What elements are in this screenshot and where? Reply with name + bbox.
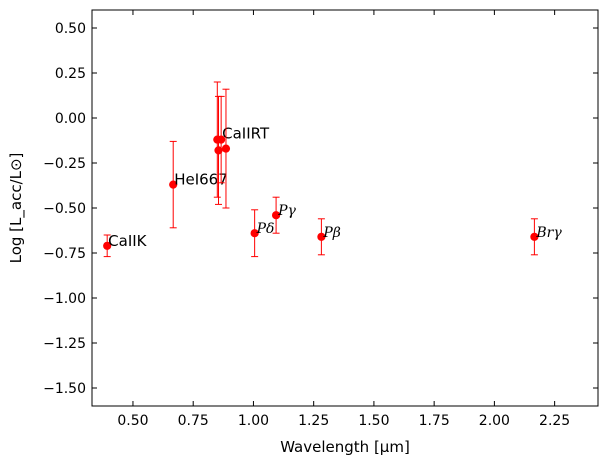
point-marker bbox=[169, 180, 178, 189]
axis-ticks: 0.50 0.75 1.00 1.25 1.50 1.75 2.00 2.25 0.50 0.25… bbox=[43, 10, 598, 429]
x-tick-label: 2.00 bbox=[479, 413, 510, 429]
point-label: CaIIRT bbox=[222, 125, 270, 143]
point-label: Pβ bbox=[322, 225, 341, 241]
plot-frame bbox=[91, 9, 599, 407]
point-label: CaIIK bbox=[108, 232, 148, 250]
data-point-6: Pδ bbox=[250, 209, 275, 258]
point-label: Pδ bbox=[256, 221, 275, 237]
point-marker bbox=[214, 146, 223, 155]
data-point-5 bbox=[221, 88, 231, 209]
x-tick-label: 2.25 bbox=[539, 413, 570, 429]
y-tick-label: −1.00 bbox=[43, 291, 86, 307]
point-marker bbox=[221, 144, 231, 153]
y-tick-label: 0.25 bbox=[55, 66, 86, 82]
x-tick-label: 0.75 bbox=[178, 413, 209, 429]
y-tick-label: −0.75 bbox=[43, 246, 86, 262]
y-tick-label: −1.50 bbox=[43, 381, 86, 397]
point-marker bbox=[217, 135, 226, 144]
y-tick-label: −0.50 bbox=[43, 201, 86, 217]
point-label: HeI667 bbox=[174, 171, 228, 189]
x-tick-label: 1.75 bbox=[419, 413, 450, 429]
point-marker bbox=[271, 211, 281, 220]
data-point-9: Brγ bbox=[530, 218, 562, 256]
y-tick-label: −1.25 bbox=[43, 336, 86, 352]
x-axis-title-text: Wavelength [μm] bbox=[280, 438, 410, 456]
data-point-7: Pγ bbox=[271, 196, 297, 234]
y-tick-label: −0.25 bbox=[43, 156, 86, 172]
point-marker bbox=[530, 232, 539, 241]
data-point-1: HeI667 bbox=[169, 140, 228, 229]
data-point-3 bbox=[214, 95, 223, 205]
y-tick-label: 0.00 bbox=[55, 111, 86, 127]
y-axis-title: Log [L_acc/L⊙] bbox=[7, 153, 26, 264]
x-tick-label: 1.25 bbox=[298, 413, 329, 429]
data-point-0: CaIIK bbox=[103, 232, 148, 258]
x-tick-label: 1.50 bbox=[358, 413, 389, 429]
y-tick-label: 0.50 bbox=[55, 21, 86, 37]
point-marker bbox=[250, 229, 259, 238]
x-axis-title: Wavelength [μm] bbox=[280, 438, 410, 456]
x-tick-label: 0.50 bbox=[117, 413, 148, 429]
point-marker bbox=[317, 232, 326, 241]
x-tick-label: 1.00 bbox=[238, 413, 269, 429]
y-axis-title-text: Log [L_acc/L⊙] bbox=[7, 153, 26, 264]
point-label: Pγ bbox=[277, 203, 296, 219]
point-marker bbox=[103, 241, 112, 250]
data-point-4: CaIIRT bbox=[217, 95, 270, 184]
point-label: Brγ bbox=[535, 225, 562, 241]
data-point-8: Pβ bbox=[317, 218, 341, 256]
